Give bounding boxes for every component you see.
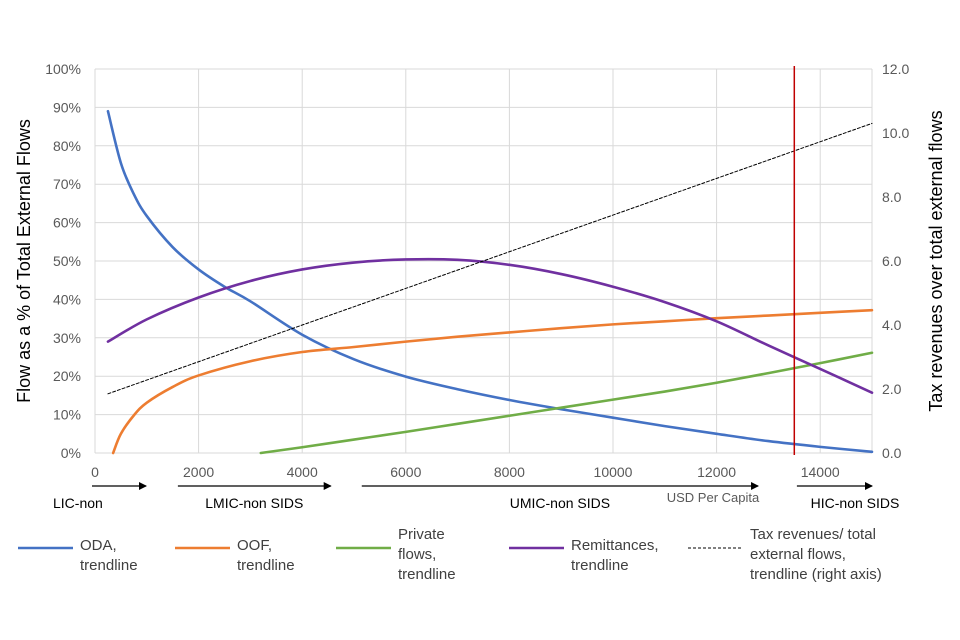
legend-label: ODA, [80,537,117,554]
income-group-label: LMIC-non SIDS [205,495,303,511]
income-group-label: LIC-non [53,495,103,511]
series-line-remittances [106,257,874,395]
legend-label: OOF, [237,537,272,554]
legend-label: external flows, [750,546,846,563]
usd-per-capita-label: USD Per Capita [667,490,760,505]
tick-labels: 0% 10% 20% 30% 40% 50% 60% 70% 80% 90% 100% 0.0 2.0 4… [45,61,909,480]
y2-tick-label: 2.0 [882,381,902,397]
y2-tick-label: 8.0 [882,189,902,205]
y-tick-label: 100% [45,61,81,77]
y-tick-label: 90% [53,99,81,115]
x-tick-label: 0 [91,464,99,480]
x-tick-label: 14000 [801,464,840,480]
x-tick-label: 12000 [697,464,736,480]
y2-tick-label: 4.0 [882,317,902,333]
legend-label: Remittances, [571,537,659,554]
x-tick-label: 8000 [494,464,525,480]
legend-label: trendline [237,557,295,574]
y-tick-label: 40% [53,291,81,307]
y2-tick-label: 0.0 [882,445,902,461]
legend: ODA, trendline OOF, trendline Private flows, t… [18,526,882,583]
y-tick-label: 50% [53,253,81,269]
series-line-private-flows [259,351,874,455]
x-tick-label: 2000 [183,464,214,480]
series-line-tax-revenues-total-external-flows [107,122,873,395]
legend-label: Tax revenues/ total [750,526,876,543]
y-tick-label: 10% [53,407,81,423]
legend-label: trendline [80,557,138,574]
series-line-oda [106,109,874,454]
income-groups: LIC-non LMIC-non SIDS UMIC-non SIDS HIC-non… [53,482,900,511]
income-group-label: HIC-non SIDS [811,495,900,511]
series-lines [106,109,874,455]
legend-label: trendline [398,566,456,583]
legend-label: trendline (right axis) [750,566,882,583]
x-tick-label: 10000 [594,464,633,480]
y2-tick-label: 12.0 [882,61,909,77]
y-tick-label: 0% [61,445,81,461]
income-group-label: UMIC-non SIDS [510,495,610,511]
x-tick-label: 4000 [287,464,318,480]
legend-label: trendline [571,557,629,574]
y-tick-label: 80% [53,138,81,154]
y2-tick-label: 10.0 [882,125,909,141]
series-line-oof [111,308,874,455]
y-tick-label: 20% [53,368,81,384]
legend-label: Private [398,526,445,543]
legend-label: flows, [398,546,436,563]
y-axis-title: Flow as a % of Total External Flows [14,119,34,403]
y-tick-label: 70% [53,176,81,192]
x-tick-label: 6000 [390,464,421,480]
y2-axis-title: Tax revenues over total external flows [926,110,946,411]
y-tick-label: 30% [53,330,81,346]
y2-tick-label: 6.0 [882,253,902,269]
y-tick-label: 60% [53,215,81,231]
